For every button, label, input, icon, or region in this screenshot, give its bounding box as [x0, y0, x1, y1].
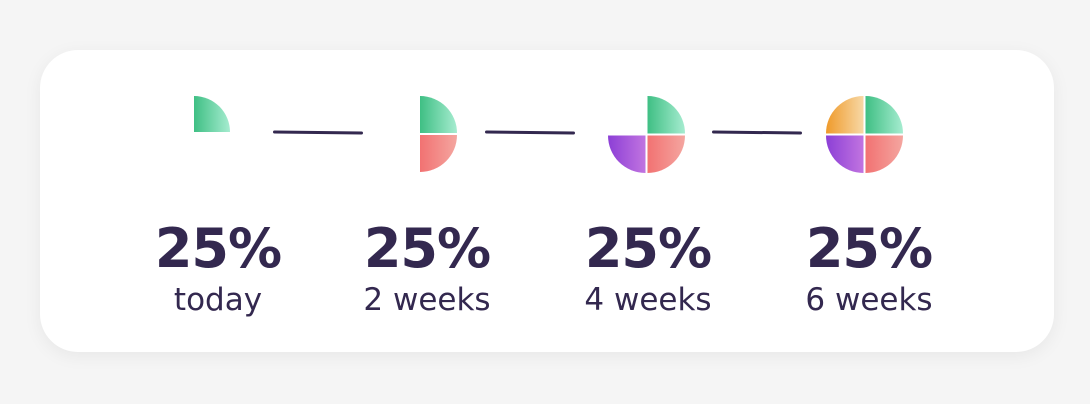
step-4-weeks: 25% 4 weeks [538, 217, 758, 319]
step-label: 2 weeks [363, 282, 491, 318]
step-percent: 25% [584, 217, 712, 280]
step-6-weeks: 25% 6 weeks [759, 217, 979, 319]
step-today: 25% today [108, 217, 328, 319]
step-2-weeks: 25% 2 weeks [317, 217, 537, 319]
three-quarter-pie-icon [608, 96, 685, 173]
half-pie-icon [420, 96, 457, 172]
step-percent: 25% [805, 217, 933, 280]
step-percent: 25% [154, 217, 282, 280]
step-label: 4 weeks [584, 282, 712, 318]
quarter-pie-icon [194, 96, 230, 132]
full-pie-icon [826, 96, 903, 173]
step-percent: 25% [363, 217, 491, 280]
step-label: today [173, 282, 263, 318]
step-label: 6 weeks [805, 282, 933, 318]
